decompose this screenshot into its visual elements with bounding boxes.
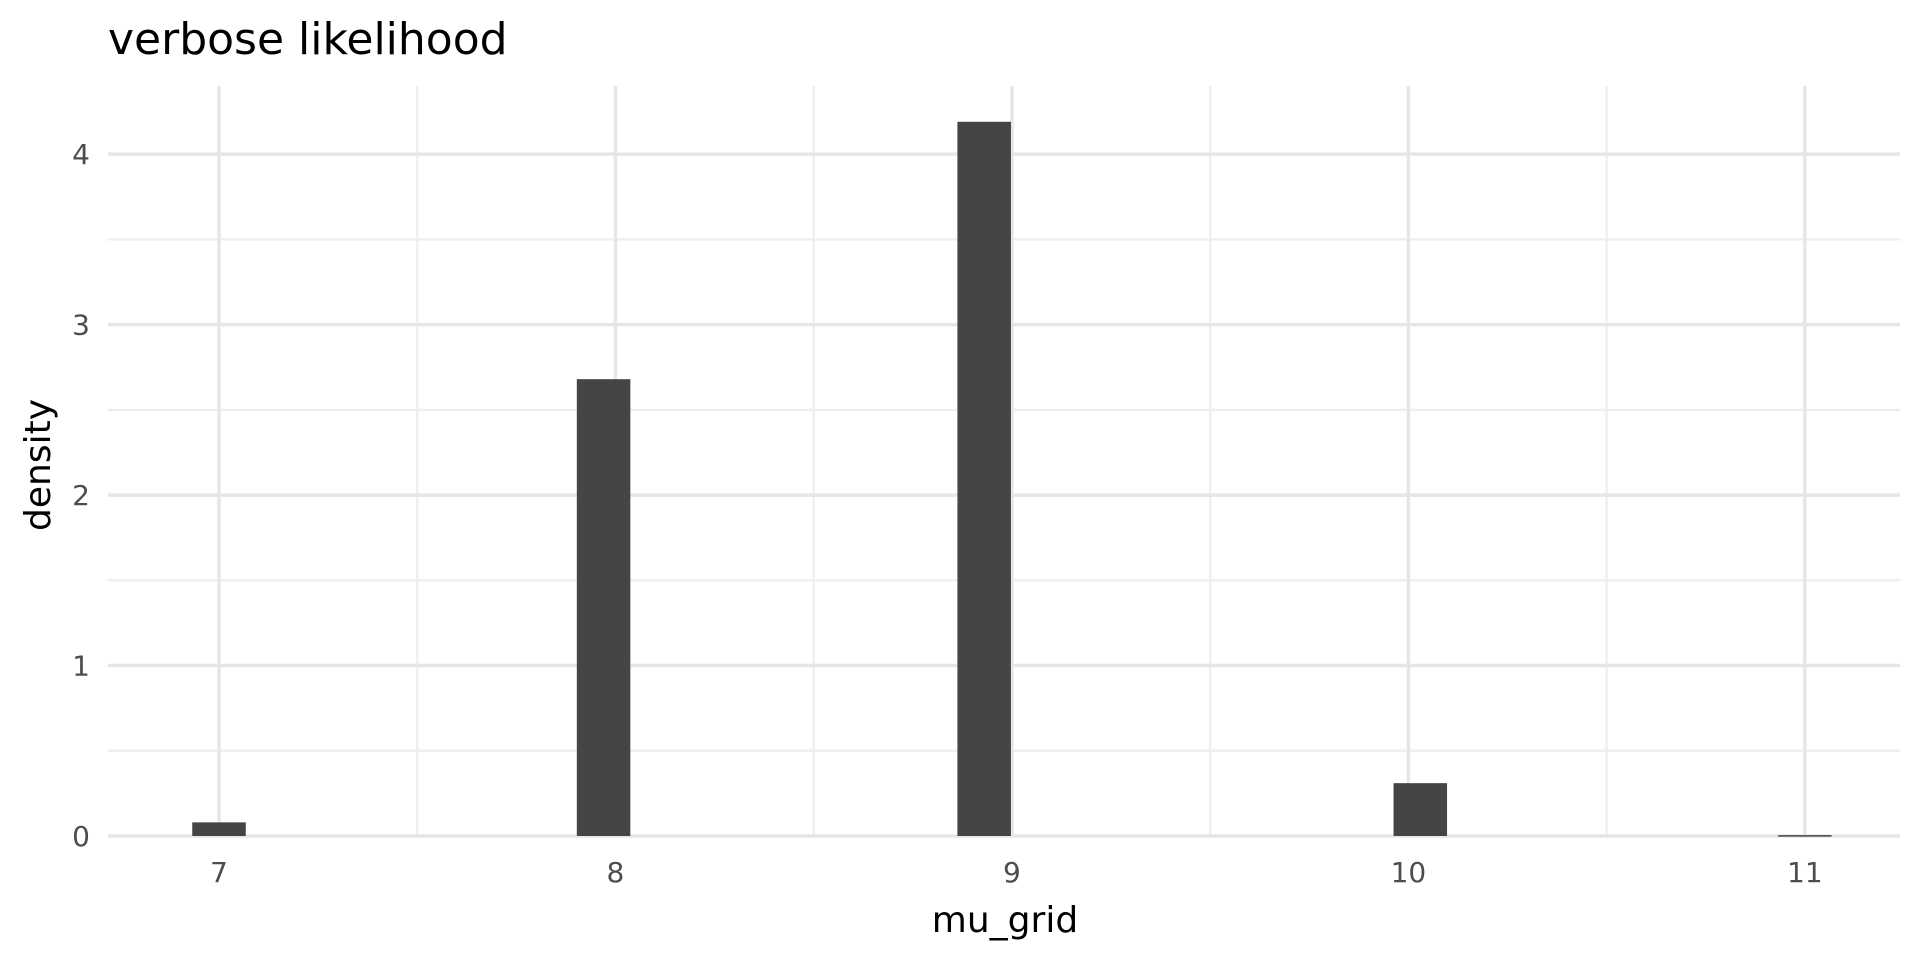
bars-group <box>192 121 1832 837</box>
y-tick-labels: 0 1 2 3 4 <box>72 138 90 853</box>
y-axis-title: density <box>18 399 59 531</box>
x-tick-label: 10 <box>1391 856 1427 889</box>
x-tick-label: 9 <box>1003 856 1021 889</box>
x-tick-label: 7 <box>210 856 228 889</box>
x-tick-label: 8 <box>607 856 625 889</box>
x-axis-title: mu_grid <box>932 900 1078 941</box>
y-tick-label: 4 <box>72 138 90 171</box>
x-tick-labels: 7 8 9 10 11 <box>210 856 1823 889</box>
y-tick-label: 3 <box>72 309 90 342</box>
y-tick-label: 0 <box>72 820 90 853</box>
bar-4 <box>1778 835 1832 837</box>
y-tick-label: 1 <box>72 650 90 683</box>
bar-3 <box>1393 783 1448 836</box>
bar-2 <box>957 121 1011 836</box>
y-tick-label: 2 <box>72 479 90 512</box>
bar-1 <box>576 379 631 836</box>
x-tick-label: 11 <box>1787 856 1823 889</box>
chart-title: verbose likelihood <box>108 14 508 65</box>
bar-0 <box>192 822 246 836</box>
